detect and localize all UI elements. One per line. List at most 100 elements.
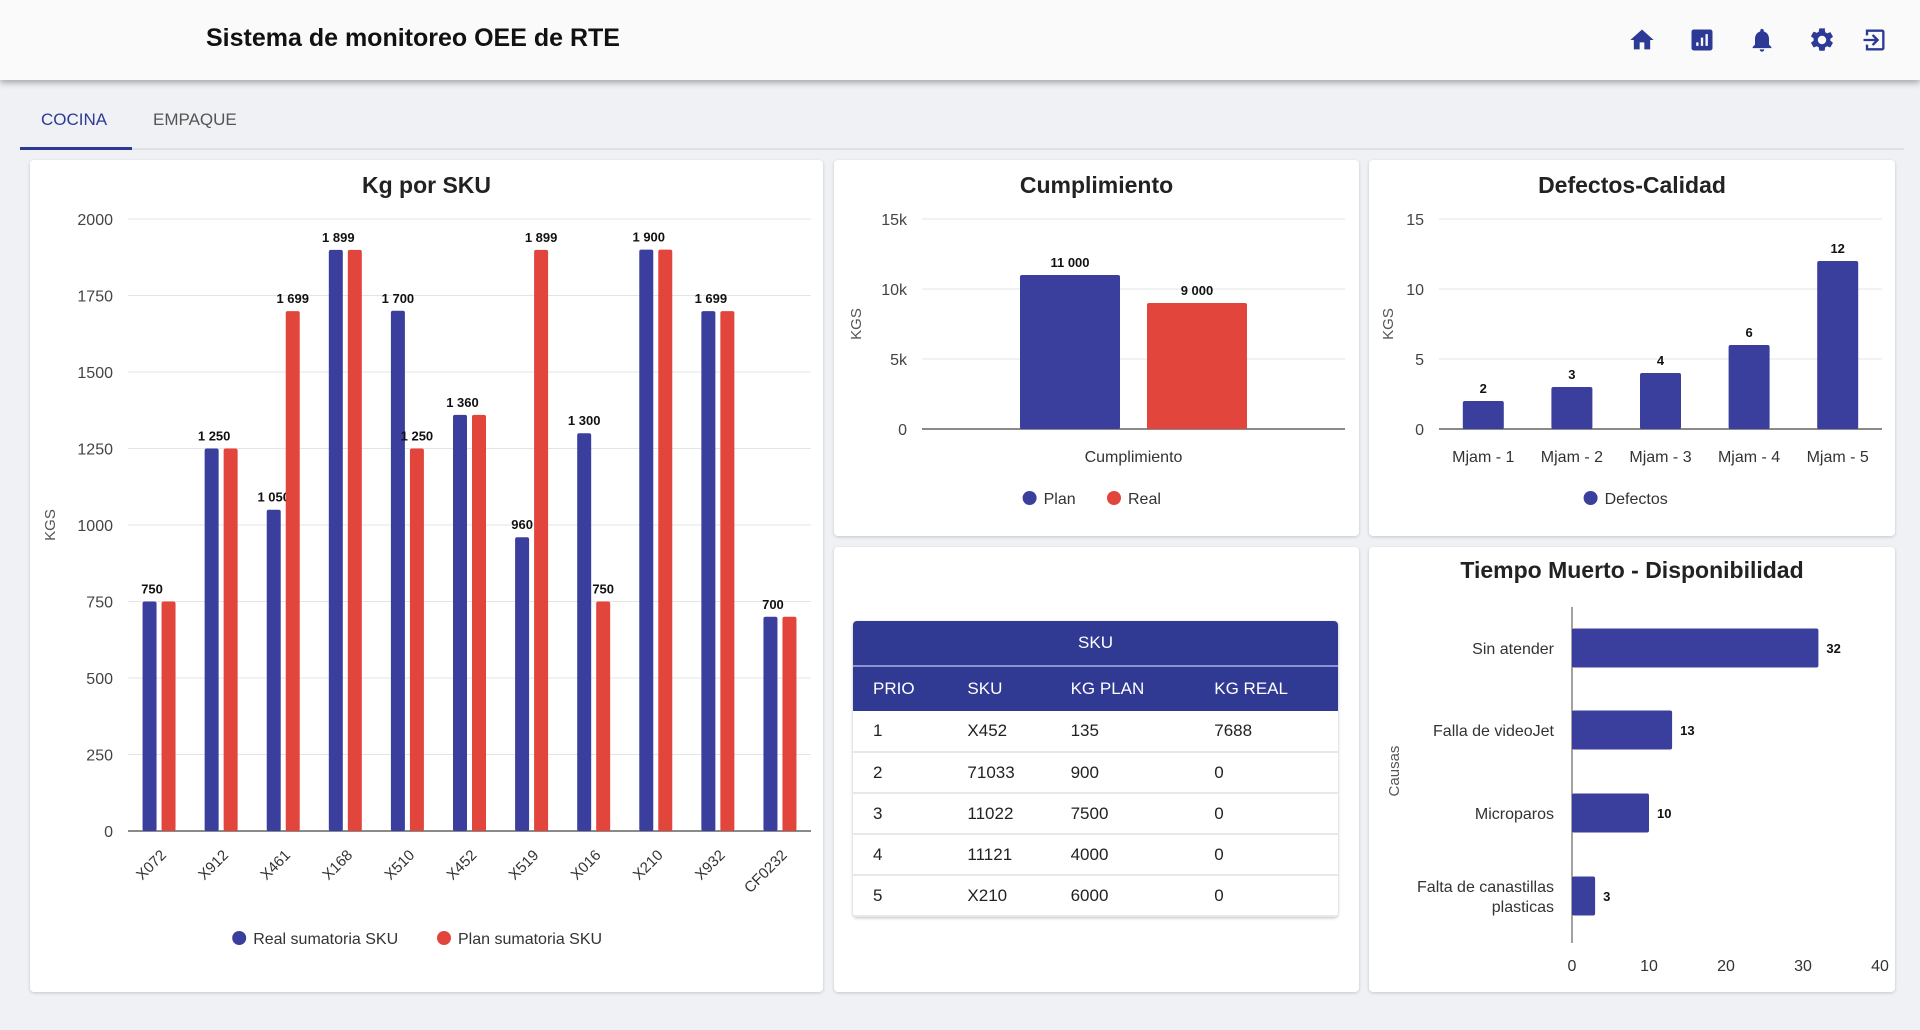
bar xyxy=(285,311,300,831)
kg-por-sku-card: Kg por SKU 0 250 500 750 1000 1250 1500 1750 200… xyxy=(30,160,823,992)
x-tick-label: X932 xyxy=(692,847,729,884)
table-title: SKU xyxy=(853,621,1338,667)
x-tick-label: X016 xyxy=(568,847,605,884)
y-tick-label: 10 xyxy=(1406,282,1424,299)
bell-icon[interactable] xyxy=(1748,26,1776,54)
legend-label: Plan xyxy=(1044,491,1076,508)
bar xyxy=(390,310,405,831)
data-label: 700 xyxy=(762,597,784,612)
bar xyxy=(472,414,486,831)
bar xyxy=(266,509,281,831)
bar xyxy=(1572,793,1649,833)
y-tick-label: Falta de canastillas xyxy=(1417,879,1554,896)
y-tick-label: 1750 xyxy=(77,289,113,306)
x-tick-label: Mjam - 2 xyxy=(1541,449,1603,466)
data-label: 750 xyxy=(141,582,163,597)
data-label: 960 xyxy=(511,517,533,532)
table-row: 2 71033 900 0 xyxy=(853,752,1338,794)
x-tick-label: X510 xyxy=(381,847,418,884)
home-icon[interactable] xyxy=(1628,26,1656,54)
data-label: 1 899 xyxy=(322,230,355,245)
data-label: 2 xyxy=(1480,381,1487,396)
legend-swatch xyxy=(232,931,247,945)
table-cell: 7500 xyxy=(1050,793,1195,835)
x-tick-label: X072 xyxy=(133,847,170,884)
x-tick-label: CF0232 xyxy=(741,847,791,897)
x-tick-label: X519 xyxy=(506,847,543,884)
bar xyxy=(409,448,424,831)
table-cell: 11022 xyxy=(947,793,1051,835)
bar xyxy=(1640,373,1681,429)
bar xyxy=(515,537,530,831)
data-label: 1 250 xyxy=(198,429,231,444)
legend-swatch xyxy=(1022,491,1037,505)
y-axis-label: Causas xyxy=(1386,746,1403,797)
bar xyxy=(596,601,611,831)
table-cell: 3 xyxy=(853,793,948,835)
report-icon[interactable] xyxy=(1688,26,1716,54)
legend-label: Plan sumatoria SKU xyxy=(458,931,602,948)
x-tick-label: X168 xyxy=(319,847,356,884)
y-axis-label: KGS xyxy=(848,308,865,340)
bar xyxy=(142,601,157,831)
table-row: 1 X452 135 7688 xyxy=(853,711,1338,753)
app-title: Sistema de monitoreo OEE de RTE xyxy=(206,24,620,52)
data-label: 9 000 xyxy=(1181,283,1214,298)
bar xyxy=(204,448,219,831)
table-cell: 0 xyxy=(1194,834,1338,876)
tab-cocina[interactable]: COCINA xyxy=(41,110,108,129)
bar xyxy=(1462,401,1504,429)
y-tick-label: 5 xyxy=(1415,352,1424,369)
bar xyxy=(639,249,654,832)
data-label: 1 360 xyxy=(446,395,479,410)
active-tab-indicator xyxy=(20,147,132,150)
data-label: 32 xyxy=(1826,641,1840,656)
chart-title: Tiempo Muerto - Disponibilidad xyxy=(1460,557,1804,583)
y-tick-label: 2000 xyxy=(77,212,113,229)
x-tick-label: X452 xyxy=(444,847,481,884)
tab-empaque[interactable]: EMPAQUE xyxy=(153,110,237,129)
bar xyxy=(347,249,362,831)
bar xyxy=(161,601,176,831)
data-label: 1 899 xyxy=(525,230,558,245)
logout-icon[interactable] xyxy=(1860,26,1888,54)
data-label: 11 000 xyxy=(1050,255,1089,270)
chart-svg: 0 5k 10k 15k KGS 11 000 9 000 Cumplimiento Plan R… xyxy=(848,212,1345,508)
legend-swatch xyxy=(437,931,451,945)
table-cell: 2 xyxy=(853,752,948,794)
legend-swatch xyxy=(1583,491,1598,505)
x-tick-label: 10 xyxy=(1640,958,1658,975)
bar xyxy=(658,249,673,832)
bar xyxy=(328,249,343,831)
x-tick-label: X912 xyxy=(195,847,232,884)
chart-svg: 0 250 500 750 1000 1250 1500 1750 2000 KGS 750 X072… xyxy=(42,212,811,948)
y-tick-label: Sin atender xyxy=(1472,641,1555,658)
y-tick-label: 1250 xyxy=(77,442,113,459)
sku-table: SKU PRIO SKU KG PLAN KG REAL 1 X452 135 7688 2 7… xyxy=(853,621,1338,917)
data-label: 1 699 xyxy=(695,291,728,306)
gear-icon[interactable] xyxy=(1808,26,1836,54)
y-tick-label: plasticas xyxy=(1492,899,1554,916)
table-cell: X210 xyxy=(947,875,1051,917)
data-label: 1 699 xyxy=(276,291,309,306)
y-tick-label: Microparos xyxy=(1475,806,1554,823)
column-header: KG REAL xyxy=(1194,666,1338,711)
data-label: 13 xyxy=(1680,723,1694,738)
table-cell: 5 xyxy=(853,875,948,917)
table-row: 4 11121 4000 0 xyxy=(853,834,1338,876)
table-row: 3 11022 7500 0 xyxy=(853,793,1338,835)
y-tick-label: 15k xyxy=(881,212,908,229)
chart-title: Cumplimiento xyxy=(1019,172,1174,198)
x-tick-label: X461 xyxy=(257,847,294,884)
y-tick-label: 15 xyxy=(1406,212,1424,229)
legend-label: Defectos xyxy=(1605,491,1668,508)
legend-label: Real xyxy=(1128,491,1161,508)
bar xyxy=(453,414,467,831)
y-tick-label: 10k xyxy=(881,282,908,299)
y-tick-label: Falla de videoJet xyxy=(1433,723,1555,740)
y-tick-label: 1000 xyxy=(77,518,113,535)
bar xyxy=(577,433,592,831)
bar xyxy=(1572,876,1596,916)
legend-swatch xyxy=(1107,491,1121,505)
y-tick-label: 0 xyxy=(898,422,907,439)
